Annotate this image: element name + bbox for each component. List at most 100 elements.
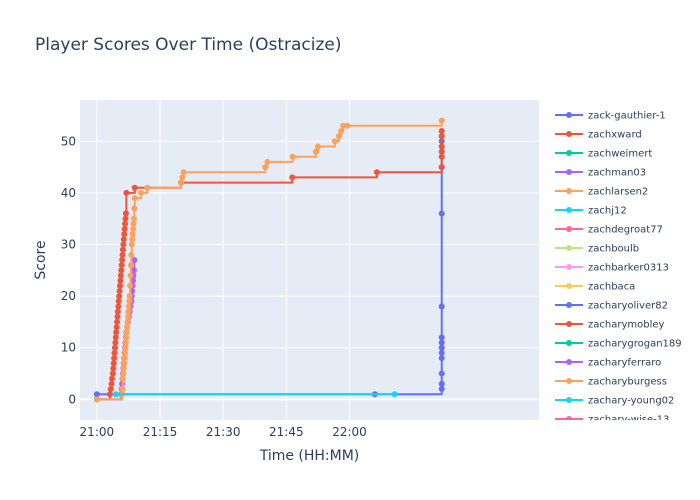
legend-swatch-marker [566, 131, 572, 137]
legend-label: zachboulb [588, 244, 639, 255]
data-point [119, 375, 126, 382]
data-point [119, 257, 126, 263]
data-point [108, 380, 115, 387]
data-point [144, 184, 151, 191]
data-point [123, 334, 130, 341]
legend-item[interactable]: zachdegroat77 [555, 225, 663, 236]
data-point [438, 339, 445, 346]
legend-item[interactable]: zacharyburgess [555, 377, 667, 388]
y-axis-ticks: 0 10 20 30 40 50 [61, 134, 76, 406]
data-point [129, 236, 136, 243]
legend[interactable]: zack-gauthier-1 zachxward zachweimert zachm… [555, 111, 682, 426]
legend-label: zachary-wise-13 [588, 415, 669, 426]
data-point [122, 210, 129, 217]
series-zachlarsen2 [93, 117, 445, 403]
legend-label: zachbaca [588, 282, 635, 293]
data-point [131, 205, 138, 212]
legend-label: zacharyburgess [588, 377, 667, 388]
y-tick-label: 10 [61, 341, 76, 355]
data-point [117, 272, 124, 279]
data-point [112, 339, 119, 346]
legend-label: zachbarker0313 [588, 263, 669, 274]
data-point [120, 370, 127, 377]
x-axis-label: Time (HH:MM) [259, 448, 360, 464]
legend-swatch-marker [566, 112, 572, 118]
x-axis-ticks: 21:00 21:15 21:30 21:45 22:00 [80, 425, 367, 439]
legend-item[interactable]: zacharyferraro [555, 358, 661, 369]
legend-swatch-marker [566, 378, 572, 384]
data-point [262, 164, 269, 171]
data-point [127, 272, 134, 279]
legend-label: zachxward [588, 130, 642, 141]
legend-item[interactable]: zachboulb [555, 244, 639, 255]
legend-item[interactable]: zachbarker0313 [555, 263, 669, 274]
legend-item[interactable]: zacharygrogan189 [555, 339, 682, 350]
data-point [438, 153, 445, 160]
data-point [111, 344, 118, 351]
data-point [340, 122, 347, 129]
data-point [338, 127, 345, 134]
data-point [130, 220, 137, 227]
legend-item[interactable]: zachj12 [555, 206, 627, 217]
data-point [335, 133, 342, 140]
series-zachj12 [112, 391, 398, 398]
legend-swatch-marker [566, 169, 572, 175]
data-point [122, 344, 129, 351]
legend-item[interactable]: zachbaca [555, 282, 635, 293]
legend-item[interactable]: zachman03 [555, 168, 646, 179]
data-point [111, 349, 118, 356]
data-point [138, 189, 145, 196]
x-tick-label: 21:45 [269, 425, 304, 439]
data-point [124, 324, 131, 331]
data-point [125, 303, 132, 310]
data-point [112, 334, 119, 341]
legend-item[interactable]: zachlarsen2 [555, 187, 648, 198]
data-point [438, 164, 445, 171]
data-point [438, 143, 445, 150]
data-point [130, 226, 137, 233]
data-point [438, 334, 445, 341]
data-point [438, 370, 445, 377]
legend-item[interactable]: zack-gauthier-1 [555, 111, 666, 122]
data-point [438, 386, 445, 393]
data-point [126, 298, 133, 305]
data-point [115, 303, 122, 310]
legend-item[interactable]: zacharymobley [555, 320, 665, 331]
data-point [129, 231, 136, 238]
legend-label: zachlarsen2 [588, 187, 648, 198]
legend-item[interactable]: zachary-young02 [555, 396, 674, 407]
data-point [438, 127, 445, 134]
data-point [331, 138, 338, 145]
legend-item[interactable]: zachary-wise-13 [555, 415, 669, 426]
legend-swatch-marker [566, 226, 572, 232]
data-point [123, 329, 130, 336]
legend-item[interactable]: zachweimert [555, 149, 652, 160]
data-point [123, 189, 130, 196]
legend-item[interactable]: zacharyoliver82 [555, 301, 668, 312]
x-tick-label: 21:15 [143, 425, 178, 439]
data-point [264, 158, 271, 165]
data-point [122, 339, 129, 346]
y-tick-label: 50 [61, 134, 76, 148]
data-point [131, 184, 138, 191]
data-point [131, 257, 138, 263]
legend-swatch-marker [566, 188, 572, 194]
data-point [117, 282, 124, 289]
data-point [130, 277, 137, 284]
data-point [128, 251, 135, 258]
data-point [391, 391, 398, 398]
data-point [312, 148, 319, 155]
data-point [130, 267, 137, 274]
legend-label: zack-gauthier-1 [588, 111, 666, 122]
data-point [131, 195, 138, 202]
data-point [122, 220, 129, 227]
legend-label: zacharyferraro [588, 358, 661, 369]
chart-title: Player Scores Over Time (Ostracize) [35, 35, 342, 55]
data-point [107, 386, 114, 393]
legend-item[interactable]: zachxward [555, 130, 642, 141]
data-point [119, 246, 126, 253]
data-point [113, 329, 120, 336]
data-point [344, 122, 351, 129]
x-tick-label: 21:30 [206, 425, 241, 439]
data-point [289, 153, 296, 160]
